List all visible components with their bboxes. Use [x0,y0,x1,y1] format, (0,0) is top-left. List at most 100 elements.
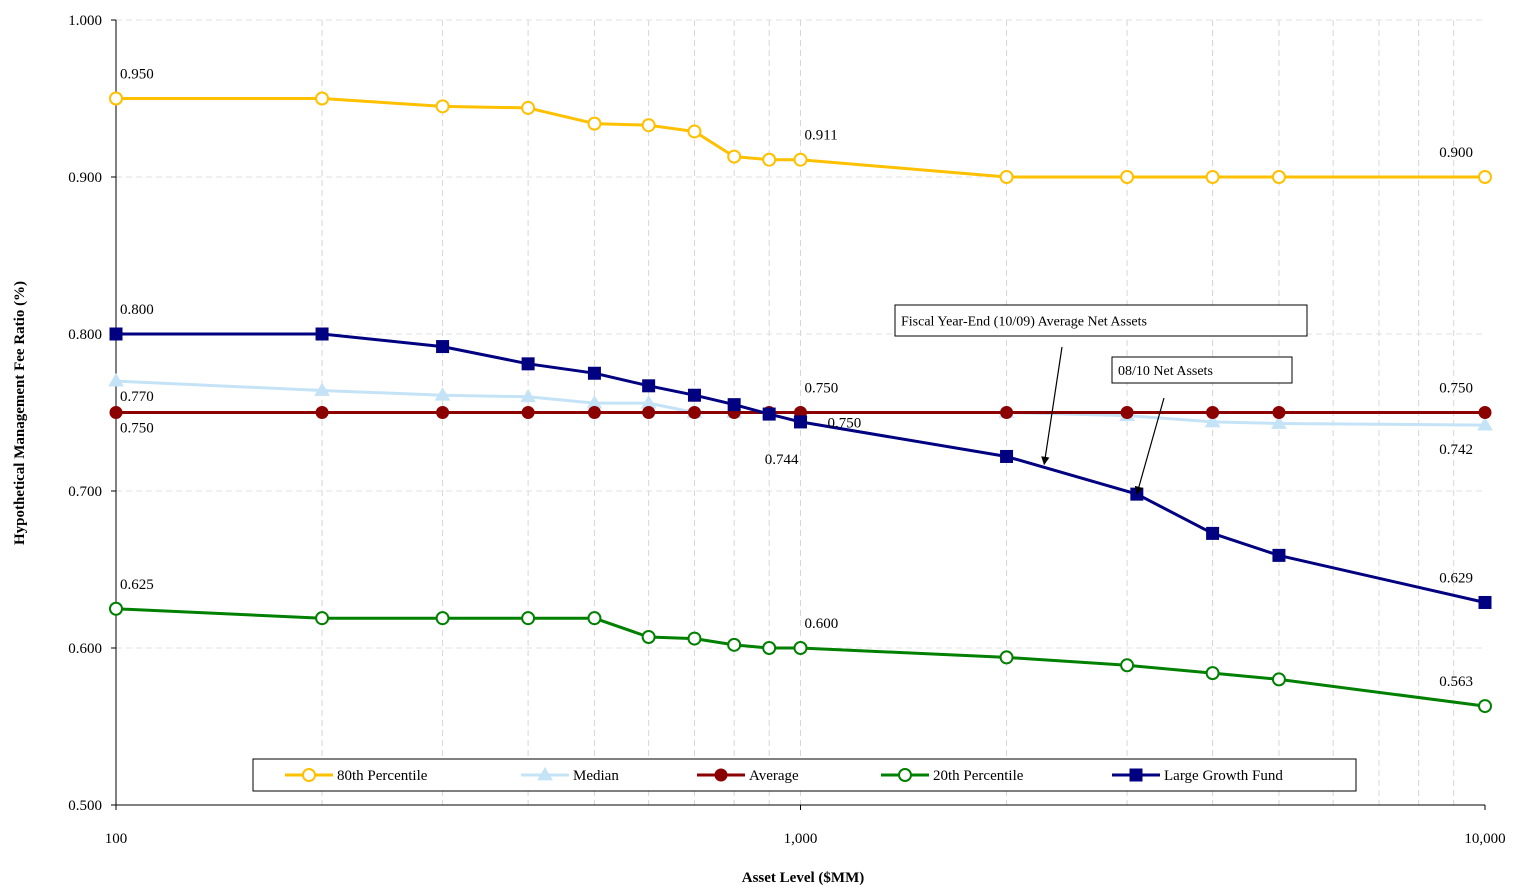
data-point-20th-percentile [521,611,536,626]
callout-2: 08/10 Net Assets [1111,356,1293,495]
data-label: 0.750 [805,381,839,397]
data-point-large-growth-fund [794,415,807,429]
x-tick-label: 1,000 [784,831,818,847]
data-label: 0.742 [1439,442,1473,458]
data-point-large-growth-fund [642,379,656,393]
data-label: 0.900 [1439,145,1473,161]
data-point-20th-percentile [999,650,1014,665]
data-point-median [520,388,536,403]
data-point-80th-percentile [521,100,536,115]
data-point-20th-percentile [1478,699,1492,714]
data-point-80th-percentile [727,149,742,164]
data-point-80th-percentile [1120,170,1135,184]
data-point-80th-percentile [1205,170,1220,184]
data-point-large-growth-fund [727,398,741,412]
legend-swatch-marker [714,768,728,782]
series-20th-percentile [109,601,1492,714]
legend-label: 80th Percentile [337,768,428,784]
data-point-80th-percentile [641,118,656,133]
data-point-average [642,406,656,419]
data-point-20th-percentile [109,601,123,616]
y-tick-label: 0.700 [68,484,102,500]
data-point-large-growth-fund [521,357,535,371]
data-label: 0.750 [828,416,862,432]
legend-swatch-marker [537,767,553,781]
data-point-20th-percentile [1205,666,1220,681]
callout-text: Fiscal Year-End (10/09) Average Net Asse… [901,315,1147,330]
data-point-median [1271,415,1287,429]
y-tick-label: 0.900 [68,170,102,186]
x-axis-title: Asset Level ($MM) [742,870,864,886]
data-point-80th-percentile [315,91,330,106]
legend-swatch-marker [302,768,316,782]
callout-arrow [1041,346,1063,466]
data-point-average [587,406,601,419]
data-point-median [108,373,124,387]
callout-box [894,304,1308,337]
data-point-average [1120,406,1134,419]
callout-arrow [1134,397,1165,495]
y-tick-label: 1.000 [68,13,102,29]
legend: 80th Percentile Median Average 20th Percent… [252,758,1357,792]
data-point-80th-percentile [762,152,777,167]
data-point-20th-percentile [1120,658,1135,673]
legend-item-80th-percentile: 80th Percentile [285,768,428,784]
data-label: 0.744 [765,452,799,468]
data-point-large-growth-fund [315,327,329,341]
data-label: 0.911 [805,128,838,144]
data-point-average [521,406,535,419]
data-point-20th-percentile [315,611,330,626]
data-point-large-growth-fund [1478,595,1492,609]
legend-box [252,758,1357,792]
data-point-80th-percentile [687,124,702,139]
data-point-average [1478,406,1492,419]
data-point-80th-percentile [1478,170,1492,184]
callout-1: Fiscal Year-End (10/09) Average Net Asse… [894,304,1308,466]
legend-label: Average [749,768,799,784]
y-tick-label: 0.800 [68,327,102,343]
y-axis-title: Hypothetical Management Fee Ratio (%) [12,281,28,545]
legend-item-20th-percentile: 20th Percentile [881,768,1024,784]
x-tick-label: 10,000 [1464,831,1505,847]
data-point-average [315,406,329,419]
data-label: 0.563 [1439,674,1473,690]
data-labels: 0.950 0.911 0.900 0.800 0.770 0.750 0.750 0.750… [120,67,1473,691]
legend-label: Median [573,768,619,784]
data-point-80th-percentile [1271,170,1286,184]
data-point-average [1000,406,1014,419]
series-80th-percentile [109,91,1492,184]
data-point-median [434,387,451,401]
data-point-20th-percentile [435,611,450,626]
data-point-large-growth-fund [1000,449,1014,463]
data-point-average [1206,406,1220,419]
data-label: 0.600 [805,616,839,632]
data-label: 0.950 [120,67,154,83]
x-tick-label: 100 [105,831,128,847]
data-point-80th-percentile [435,99,450,114]
legend-item-large-growth-fund: Large Growth Fund [1112,768,1283,784]
y-tick-label: 0.600 [68,641,102,657]
legend-item-median: Median [521,767,619,784]
data-point-median [314,382,330,396]
data-label: 0.750 [1439,381,1473,397]
legend-swatch-marker [898,768,912,782]
data-point-20th-percentile [687,631,702,646]
data-point-20th-percentile [727,637,742,652]
callouts: Fiscal Year-End (10/09) Average Net Asse… [894,304,1308,495]
data-point-20th-percentile [587,611,602,626]
data-point-large-growth-fund [587,366,601,380]
data-point-average [1272,406,1286,419]
data-point-20th-percentile [1271,672,1286,687]
series-large-growth-fund [109,327,1492,609]
data-point-20th-percentile [793,641,808,655]
legend-label: 20th Percentile [933,768,1024,784]
data-point-large-growth-fund [687,388,701,402]
data-point-large-growth-fund [762,407,776,421]
data-point-average [436,406,450,419]
data-point-80th-percentile [109,91,123,106]
data-point-large-growth-fund [109,327,123,341]
data-point-average [109,406,123,419]
legend-label: Large Growth Fund [1164,768,1283,784]
data-label: 0.800 [120,302,154,318]
